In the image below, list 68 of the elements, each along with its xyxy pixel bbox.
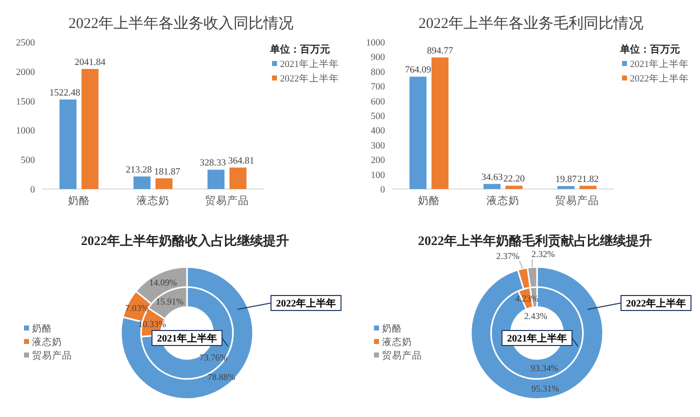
x-tick-label: 奶酪: [68, 195, 90, 207]
legend-label: 液态奶: [382, 336, 412, 348]
y-tick-label: 100: [370, 170, 386, 181]
legend-title: 单位：百万元: [619, 44, 680, 56]
data-label: 22.20: [503, 174, 525, 185]
chart-title: 2022年上半年各业务毛利同比情况: [418, 15, 644, 32]
x-tick-label: 液态奶: [486, 194, 520, 207]
slice-label: 2021年上半年: [157, 332, 217, 344]
y-tick-label: 0: [380, 186, 386, 196]
y-tick-label: 300: [370, 141, 386, 152]
x-tick-label: 贸易产品: [205, 194, 249, 207]
y-tick-label: 600: [370, 97, 386, 108]
slice-label: 2022年上半年: [276, 298, 336, 310]
legend-label: 2021年上半年: [630, 58, 689, 70]
y-tick-label: 900: [370, 53, 386, 64]
data-label: 364.81: [228, 156, 254, 167]
data-label: 19.87: [555, 175, 577, 186]
legend-label: 贸易产品: [382, 350, 422, 362]
series-callout: 2021年上半年: [152, 330, 228, 347]
y-tick-label: 500: [20, 156, 36, 166]
y-tick-label: 400: [370, 126, 386, 137]
data-label: 2041.84: [74, 58, 106, 68]
legend-label: 2022年上半年: [280, 72, 339, 84]
data-label: 15.91%: [156, 296, 184, 306]
y-tick-label: 700: [370, 82, 386, 93]
chart-title: 2022年上半年奶酪毛利贡献占比继续提升: [418, 233, 652, 248]
data-label: 95.31%: [531, 383, 560, 394]
chart-title: 2022年上半年各业务收入同比情况: [68, 15, 294, 32]
y-tick-label: 1000: [366, 38, 386, 48]
data-label: 34.63: [481, 172, 503, 183]
x-tick-label: 奶酪: [418, 195, 440, 207]
data-label: 764.09: [404, 66, 432, 76]
y-tick-label: 1000: [16, 126, 36, 137]
data-label: 894.77: [426, 46, 454, 56]
legend-label: 2022年上半年: [630, 72, 689, 84]
data-label: 213.28: [126, 165, 152, 176]
chart-title: 2022年上半年奶酪收入占比继续提升: [81, 233, 289, 248]
data-label: 4.23%: [515, 293, 539, 304]
data-label: 21.82: [577, 174, 599, 185]
data-label: 1522.48: [49, 88, 80, 98]
data-label: 78.88%: [208, 372, 236, 382]
legend-label: 2021年上半年: [280, 58, 339, 70]
data-label: 2.43%: [524, 311, 548, 322]
legend-label: 奶酪: [382, 322, 402, 334]
slice-label: 2021年上半年: [507, 332, 567, 344]
data-label: 2.37%: [496, 250, 520, 261]
series-callout: 2022年上半年: [587, 295, 692, 311]
y-tick-label: 2500: [16, 38, 36, 48]
x-tick-label: 贸易产品: [555, 194, 599, 207]
y-tick-label: 0: [30, 186, 36, 196]
y-tick-label: 2000: [16, 68, 36, 78]
series-callout: 2021年上半年: [502, 330, 578, 347]
slice-label: 2022年上半年: [626, 298, 686, 310]
legend-label: 奶酪: [32, 322, 52, 334]
data-label: 93.34%: [530, 363, 559, 374]
legend-title: 单位：百万元: [269, 44, 330, 56]
series-callout: 2022年上半年: [237, 295, 342, 311]
y-tick-label: 800: [370, 68, 386, 78]
y-tick-label: 500: [370, 112, 386, 122]
data-label: 14.09%: [149, 277, 178, 288]
legend-label: 液态奶: [32, 336, 62, 348]
x-tick-label: 液态奶: [136, 194, 170, 207]
data-label: 328.33: [200, 158, 226, 169]
data-label: 181.87: [154, 167, 180, 178]
data-label: 2.32%: [531, 249, 556, 260]
y-tick-label: 1500: [16, 97, 36, 108]
y-tick-label: 200: [370, 156, 386, 166]
legend-label: 贸易产品: [32, 350, 72, 362]
